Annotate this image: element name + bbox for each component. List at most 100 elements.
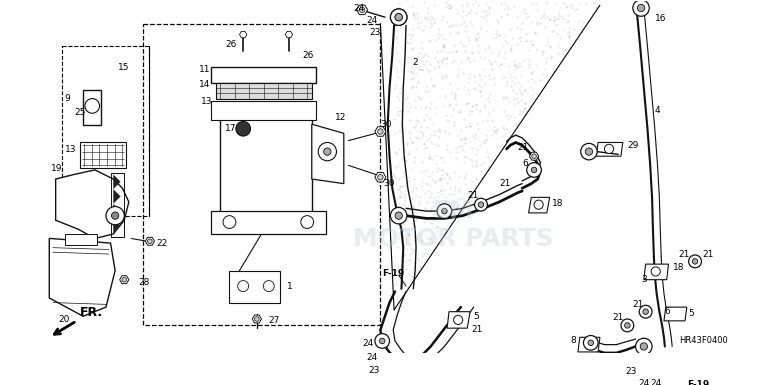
Point	[410, 117, 422, 123]
Point	[394, 192, 407, 199]
Point	[468, 57, 480, 64]
Point	[514, 63, 527, 69]
Point	[440, 60, 452, 67]
Point	[444, 23, 457, 29]
Text: 6: 6	[522, 159, 528, 168]
Point	[444, 3, 457, 10]
Point	[406, 247, 418, 253]
Point	[488, 124, 501, 130]
Point	[440, 55, 452, 62]
Point	[482, 95, 494, 101]
Point	[458, 83, 470, 89]
Point	[512, 99, 524, 105]
Point	[491, 143, 503, 149]
Text: F-19: F-19	[687, 380, 709, 385]
Point	[492, 52, 504, 58]
Point	[524, 84, 536, 90]
Point	[401, 94, 413, 100]
Point	[449, 94, 461, 100]
Point	[411, 235, 423, 241]
Text: EM
MOTOR PARTS: EM MOTOR PARTS	[353, 199, 554, 251]
Point	[432, 134, 444, 140]
Point	[436, 17, 448, 23]
Point	[485, 49, 498, 55]
Point	[515, 74, 528, 80]
Text: 19: 19	[51, 164, 62, 172]
Point	[510, 121, 522, 127]
Point	[447, 191, 459, 197]
Point	[388, 21, 401, 27]
Point	[435, 187, 448, 194]
Point	[483, 99, 495, 105]
Point	[448, 42, 461, 48]
Point	[441, 55, 453, 61]
Point	[457, 70, 469, 76]
Point	[440, 0, 452, 5]
Point	[436, 85, 448, 91]
Point	[403, 150, 415, 156]
Point	[588, 0, 600, 6]
Point	[391, 244, 404, 250]
Point	[409, 146, 421, 152]
Point	[481, 154, 494, 160]
Point	[412, 20, 424, 26]
Point	[520, 10, 532, 16]
Point	[541, 13, 554, 19]
Point	[482, 163, 494, 169]
Point	[397, 80, 409, 86]
Point	[501, 10, 513, 17]
Circle shape	[391, 9, 407, 25]
Circle shape	[478, 202, 484, 208]
Point	[463, 112, 475, 118]
Point	[569, 37, 581, 43]
Polygon shape	[375, 127, 386, 136]
Point	[421, 124, 434, 130]
Point	[499, 49, 511, 55]
Point	[431, 48, 443, 54]
Point	[420, 180, 432, 186]
Point	[574, 0, 586, 6]
Polygon shape	[216, 83, 311, 99]
Point	[414, 96, 426, 102]
Point	[470, 36, 482, 42]
Point	[487, 106, 499, 112]
Point	[427, 15, 439, 22]
Point	[410, 70, 422, 76]
Point	[417, 132, 429, 139]
Point	[477, 118, 489, 124]
Point	[538, 13, 550, 19]
Point	[465, 7, 478, 13]
Polygon shape	[211, 211, 325, 234]
Point	[490, 34, 502, 40]
Point	[396, 121, 408, 127]
Point	[388, 116, 401, 122]
Point	[390, 150, 402, 156]
Point	[472, 49, 484, 55]
Point	[514, 107, 526, 114]
Point	[404, 241, 417, 247]
Point	[462, 8, 474, 15]
Point	[402, 261, 414, 267]
Polygon shape	[664, 307, 687, 321]
Point	[396, 201, 408, 207]
Point	[463, 100, 475, 106]
Point	[443, 174, 455, 180]
Point	[431, 224, 443, 230]
Point	[536, 52, 548, 58]
Point	[408, 154, 421, 160]
Point	[514, 83, 527, 89]
Point	[544, 44, 557, 50]
Point	[460, 124, 472, 130]
Point	[460, 171, 472, 177]
Point	[419, 105, 431, 111]
Point	[548, 17, 560, 23]
Point	[479, 46, 491, 52]
Text: 24: 24	[367, 16, 378, 25]
Point	[416, 67, 428, 74]
Point	[394, 108, 406, 114]
Point	[435, 57, 448, 64]
Point	[508, 96, 521, 102]
Point	[399, 251, 411, 258]
Point	[501, 113, 513, 119]
Point	[391, 186, 404, 192]
